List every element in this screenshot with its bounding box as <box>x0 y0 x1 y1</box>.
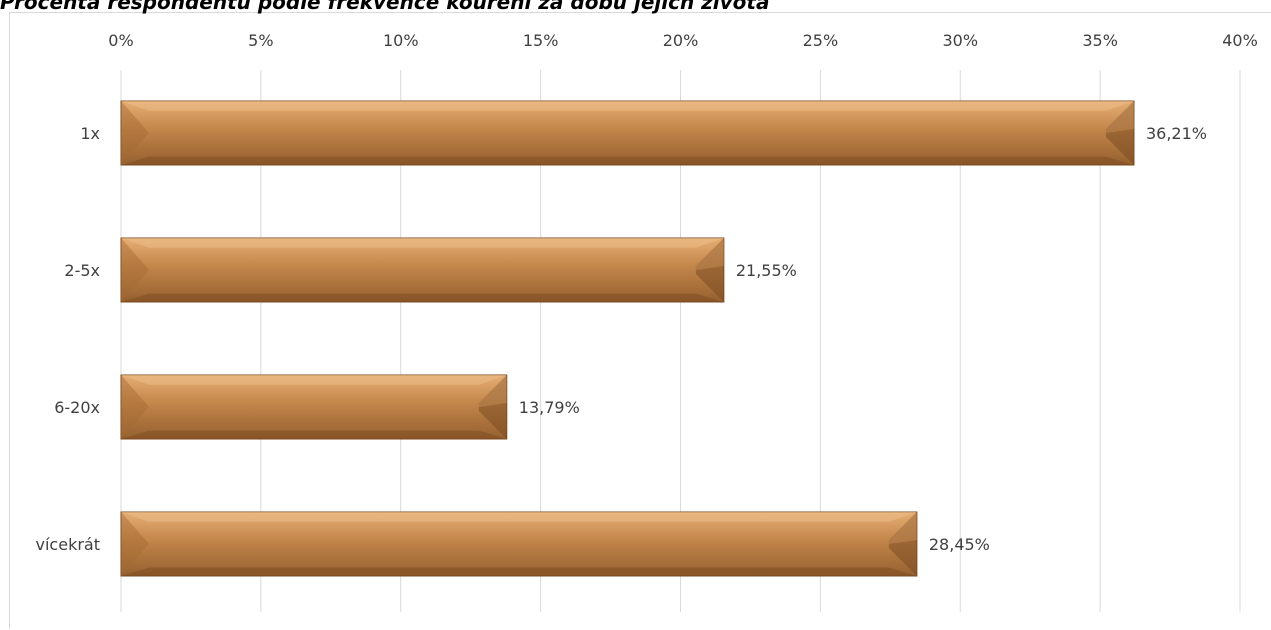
data-labels: 36,21% 21,55% 13,79% 28,45% <box>519 124 1207 554</box>
x-tick-label: 5% <box>248 31 273 50</box>
y-category-label: 2-5x <box>64 261 100 280</box>
bars <box>120 100 1135 577</box>
data-label: 13,79% <box>519 398 580 417</box>
x-tick-label: 15% <box>523 31 559 50</box>
y-axis-categories: 1x 2-5x 6-20x vícekrát <box>36 124 100 554</box>
y-category-label: 6-20x <box>54 398 100 417</box>
bar <box>120 511 918 577</box>
y-category-label: vícekrát <box>36 535 100 554</box>
data-label: 36,21% <box>1146 124 1207 143</box>
chart-title: Procenta respondentů podle frekvence kou… <box>0 0 770 14</box>
chart-frame <box>9 12 1271 629</box>
x-tick-label: 40% <box>1222 31 1258 50</box>
x-axis-ticks: 0% 5% 10% 15% 20% 25% 30% 35% 40% <box>108 31 1257 50</box>
data-label: 28,45% <box>929 535 990 554</box>
bar <box>120 100 1135 166</box>
x-tick-label: 0% <box>108 31 133 50</box>
bar <box>120 374 508 440</box>
y-category-label: 1x <box>80 124 100 143</box>
x-tick-label: 20% <box>663 31 699 50</box>
x-tick-label: 10% <box>383 31 419 50</box>
bar <box>120 237 725 303</box>
data-label: 21,55% <box>736 261 797 280</box>
x-tick-label: 30% <box>942 31 978 50</box>
x-tick-label: 35% <box>1082 31 1118 50</box>
x-tick-label: 25% <box>803 31 839 50</box>
